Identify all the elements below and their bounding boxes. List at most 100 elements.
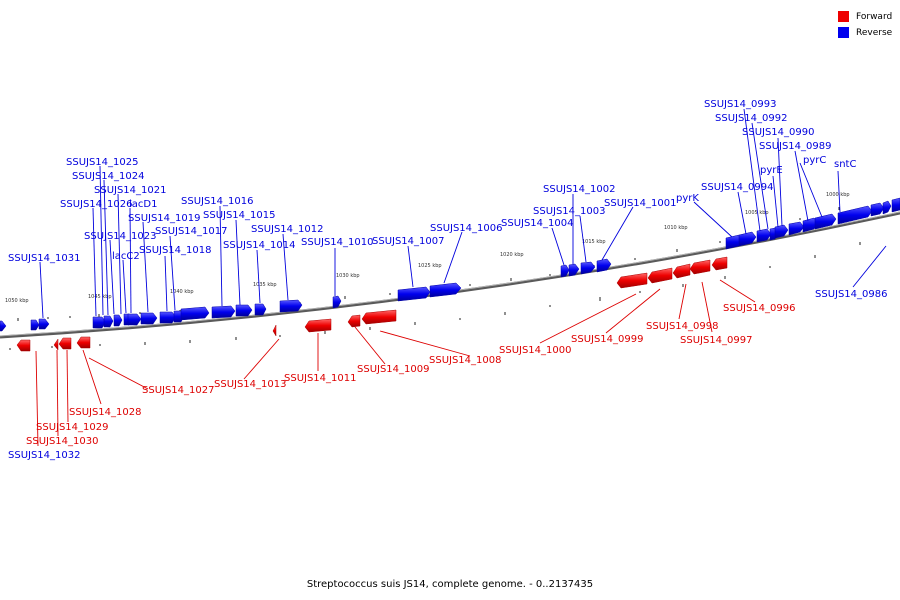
gene-forward[interactable]: [672, 263, 691, 279]
gene-reverse[interactable]: [429, 282, 462, 298]
gene-reverse[interactable]: [30, 319, 40, 331]
gene-label-reverse: pyrC: [803, 155, 826, 166]
reverse-genes: [0, 197, 900, 332]
gene-label-forward: SSUJS14_1028: [69, 407, 142, 418]
gene-label-reverse: SSUJS14_1006: [430, 223, 503, 234]
gene-label-forward: SSUJS14_0996: [723, 303, 796, 314]
gene-label-forward: SSUJS14_1011: [284, 373, 357, 384]
gene-label-reverse: SSUJS14_0986: [815, 289, 888, 300]
gene-label-forward: SSUJS14_1009: [357, 364, 430, 375]
gene-forward[interactable]: [647, 267, 673, 284]
gene-reverse[interactable]: [113, 314, 123, 327]
gene-label-forward: SSUJS14_1027: [142, 385, 215, 396]
gene-reverse[interactable]: [254, 303, 267, 316]
gene-reverse[interactable]: [235, 304, 253, 317]
gene-label-forward: SSUJS14_1013: [214, 379, 287, 390]
gene-label-reverse: SSUJS14_1003: [533, 206, 606, 217]
legend-item-reverse: Reverse: [838, 25, 892, 40]
scale-label: 1030 kbp: [336, 273, 360, 279]
gene-forward[interactable]: [76, 336, 91, 349]
gene-label-reverse: SSUJS14_0994: [701, 182, 774, 193]
gene-label-forward: SSUJS14_0999: [571, 334, 644, 345]
gene-reverse[interactable]: [882, 200, 892, 215]
gene-label-reverse: SSUJS14_1019: [128, 213, 201, 224]
scale-ticks-lower: [9, 242, 861, 350]
gene-label-reverse: SSUJS14_1026: [60, 199, 133, 210]
gene-reverse[interactable]: [814, 213, 837, 230]
reverse-labels: SSUJS14_1031 SSUJS14_1026 SSUJS14_1025 S…: [8, 99, 888, 300]
scale-label: 1040 kbp: [170, 289, 194, 295]
gene-label-forward: SSUJS14_1029: [36, 422, 109, 433]
gene-reverse[interactable]: [580, 261, 596, 275]
scale-label: 1020 kbp: [500, 252, 524, 258]
forward-label-connectors: [35, 279, 756, 447]
gene-forward[interactable]: [689, 259, 711, 275]
reverse-label-connectors: [39, 108, 887, 319]
gene-label-reverse: SSUJS14_1001: [604, 198, 677, 209]
gene-label-reverse: lacD1: [129, 199, 157, 210]
gene-forward[interactable]: [272, 324, 277, 337]
gene-forward[interactable]: [616, 272, 648, 289]
gene-reverse[interactable]: [568, 263, 580, 277]
gene-reverse[interactable]: [870, 202, 885, 217]
gene-reverse[interactable]: [103, 315, 114, 328]
gene-reverse[interactable]: [279, 299, 303, 313]
scale-labels: 1050 kbp 1045 kbp 1040 kbp 1035 kbp 1030…: [5, 192, 850, 304]
gene-label-reverse: pyrE: [760, 165, 783, 176]
gene-forward[interactable]: [53, 338, 59, 351]
gene-reverse[interactable]: [756, 228, 772, 243]
scale-label: 1015 kbp: [582, 239, 606, 245]
gene-label-reverse: SSUJS14_1012: [251, 224, 324, 235]
gene-reverse[interactable]: [180, 306, 210, 321]
gene-label-forward: SSUJS14_0997: [680, 335, 753, 346]
gene-reverse[interactable]: [38, 318, 50, 330]
gene-label-reverse: SSUJS14_1024: [72, 171, 145, 182]
scale-label: 1005 kbp: [745, 210, 769, 216]
gene-label-reverse: lacC2: [112, 251, 140, 262]
gene-reverse[interactable]: [596, 258, 612, 273]
gene-label-reverse: SSUJS14_1017: [155, 226, 228, 237]
gene-reverse[interactable]: [788, 221, 805, 236]
gene-reverse[interactable]: [159, 311, 177, 324]
gene-forward[interactable]: [361, 309, 397, 325]
gene-reverse[interactable]: [397, 286, 431, 302]
gene-reverse[interactable]: [738, 231, 757, 247]
forward-genes: [16, 256, 728, 352]
gene-label-reverse: SSUJS14_1007: [372, 236, 445, 247]
scale-label: 1010 kbp: [664, 225, 688, 231]
gene-reverse[interactable]: [140, 312, 158, 325]
legend: Forward Reverse: [838, 9, 892, 41]
gene-reverse[interactable]: [211, 305, 236, 319]
gene-reverse[interactable]: [837, 205, 873, 225]
gene-forward[interactable]: [304, 318, 332, 333]
reverse-swatch: [838, 27, 849, 38]
gene-label-forward: SSUJS14_1030: [26, 436, 99, 447]
gene-label-reverse: SSUJS14_0993: [704, 99, 777, 110]
gene-reverse[interactable]: [891, 197, 900, 213]
gene-label-reverse: SSUJS14_0990: [742, 127, 815, 138]
gene-forward[interactable]: [711, 256, 728, 271]
gene-label-forward: SSUJS14_0998: [646, 321, 719, 332]
scale-label: 1035 kbp: [253, 282, 277, 288]
gene-label-reverse: SSUJS14_1025: [66, 157, 139, 168]
gene-label-reverse: SSUJS14_0992: [715, 113, 788, 124]
gene-forward[interactable]: [347, 314, 361, 328]
gene-reverse[interactable]: [774, 224, 789, 239]
gene-reverse[interactable]: [0, 320, 7, 332]
gene-label-forward: SSUJS14_1000: [499, 345, 572, 356]
gene-label-forward: SSUJS14_1008: [429, 355, 502, 366]
gene-reverse[interactable]: [127, 313, 142, 326]
gene-reverse[interactable]: [560, 264, 570, 278]
gene-forward[interactable]: [16, 339, 31, 352]
gene-label-reverse: pyrK: [676, 193, 699, 204]
gene-reverse[interactable]: [332, 295, 342, 309]
gene-forward[interactable]: [58, 337, 72, 350]
gene-label-reverse: SSUJS14_1015: [203, 210, 276, 221]
gene-label-reverse: SSUJS14_0989: [759, 141, 832, 152]
gene-label-reverse: SSUJS14_1031: [8, 253, 81, 264]
gene-label-reverse: SSUJS14_1004: [501, 218, 574, 229]
scale-label: 1025 kbp: [418, 263, 442, 269]
gene-label-reverse: SSUJS14_1014: [223, 240, 296, 251]
forward-swatch: [838, 11, 849, 22]
